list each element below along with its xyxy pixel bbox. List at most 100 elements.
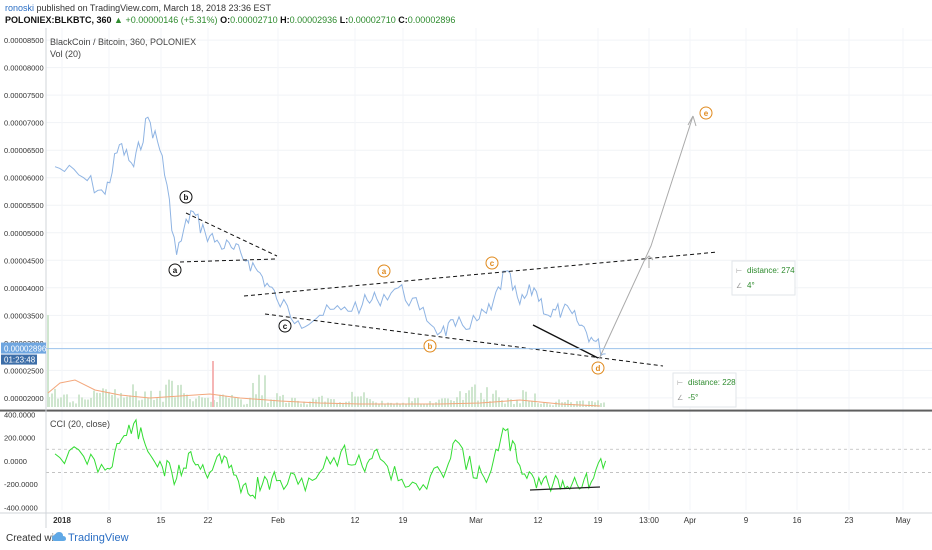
price-tick-label: 0.00008000 xyxy=(4,64,44,73)
wedge-trendline[interactable] xyxy=(532,324,599,359)
volume-bar xyxy=(291,397,293,407)
triangle-upper-trendline[interactable] xyxy=(185,212,278,257)
volume-bar xyxy=(486,387,488,407)
measure-box-lower xyxy=(672,372,737,408)
ruler-icon: ⊢ xyxy=(736,268,742,275)
close-value: 0.00002896 xyxy=(407,15,456,25)
cci-tick-label: 400.0000 xyxy=(4,410,35,419)
chart-header: ronoski published on TradingView.com, Ma… xyxy=(0,0,932,28)
cci-band-lines xyxy=(46,448,932,473)
volume-bar xyxy=(273,399,275,407)
cci-indicator-label: CCI (20, close) xyxy=(50,419,110,429)
volume-bar xyxy=(456,397,458,407)
price-series-line xyxy=(54,116,606,357)
volume-bar xyxy=(252,382,254,407)
countdown-text: 01:23:48 xyxy=(4,356,36,365)
volume-bar xyxy=(105,389,107,407)
wave-label-c-orange-circle xyxy=(485,256,499,270)
cci-trendline[interactable] xyxy=(529,486,601,491)
volume-bar xyxy=(207,397,209,407)
volume-bar xyxy=(201,397,203,407)
volume-bar xyxy=(528,401,530,407)
time-tick-label: 19 xyxy=(594,516,603,525)
volume-bar xyxy=(480,392,482,407)
volume-bar xyxy=(354,396,356,407)
volume-bar xyxy=(165,384,167,407)
volume-bar xyxy=(393,403,395,407)
volume-bar xyxy=(567,399,569,407)
price-tick-label: 0.00005000 xyxy=(4,229,44,238)
volume-bar xyxy=(195,398,197,407)
volume-bar xyxy=(51,393,53,407)
volume-bar xyxy=(156,398,158,407)
price-chart[interactable]: BlackCoin / Bitcoin, 360, POLONIEX Vol (… xyxy=(0,28,932,528)
volume-bar xyxy=(504,403,506,407)
volume-bar xyxy=(396,402,398,407)
current-price-tag xyxy=(1,342,46,354)
volume-bar xyxy=(174,397,176,407)
volume-bar xyxy=(183,393,185,407)
volume-bar xyxy=(141,399,143,407)
price-axis[interactable]: 0.00008500 0.00008000 0.00007500 0.00007000… xyxy=(4,28,47,528)
angle-icon: ∠ xyxy=(677,394,683,402)
channel-lower-trendline[interactable] xyxy=(264,313,664,367)
volume-bar xyxy=(144,391,146,407)
volume-indicator-label: Vol (20) xyxy=(50,49,81,59)
countdown-tag xyxy=(1,354,37,365)
volume-bar xyxy=(153,399,155,407)
volume-bar xyxy=(489,401,491,407)
time-axis[interactable]: 2018 8 15 22 Feb 12 19 Mar 12 19 13:00 Apr 9 16 23 May xyxy=(0,512,932,525)
ohlc-bar: POLONIEX:BLKBTC, 360 ▲ +0.00000146 (+5.3… xyxy=(5,15,455,25)
volume-bar xyxy=(441,398,443,407)
volume-bar xyxy=(531,400,533,407)
current-price-text: 0.00002896 xyxy=(4,345,47,354)
publish-info: ronoski published on TradingView.com, Ma… xyxy=(5,3,271,13)
volume-bar xyxy=(276,393,278,407)
volume-bar xyxy=(285,403,287,407)
change-value: +0.00000146 (+5.31%) xyxy=(125,15,218,25)
wave-label-a-orange-circle xyxy=(377,264,391,278)
volume-bar xyxy=(582,400,584,407)
triangle-lower-trendline[interactable] xyxy=(179,258,276,263)
channel-upper-trendline[interactable] xyxy=(243,251,719,297)
distance-text: distance: 228 xyxy=(688,378,736,387)
time-tick-label: Feb xyxy=(271,516,285,525)
volume-bar xyxy=(258,374,260,407)
angle-text: 4° xyxy=(747,281,755,290)
volume-bar xyxy=(135,391,137,407)
cci-axis[interactable]: 400.0000 200.0000 0.0000 -200.0000 -400.0000 xyxy=(4,410,38,512)
volume-bar xyxy=(534,393,536,407)
volume-bar xyxy=(501,400,503,407)
tradingview-brand-link[interactable]: TradingView xyxy=(68,532,129,544)
volume-bar xyxy=(471,386,473,407)
volume-bar xyxy=(138,400,140,407)
volume-bar xyxy=(306,404,308,407)
volume-bar xyxy=(87,399,89,407)
up-arrow-icon: ▲ xyxy=(114,15,123,25)
volume-bar xyxy=(378,404,380,407)
trendline-drawings[interactable] xyxy=(179,115,719,367)
volume-bar xyxy=(54,388,56,407)
time-tick-label: Apr xyxy=(684,516,697,525)
wave-labels: a b c a b c d e xyxy=(168,106,713,375)
wave-label-a-black: a xyxy=(173,266,178,275)
forecast-path-line[interactable] xyxy=(598,115,694,360)
wave-label-c-black: c xyxy=(283,322,288,331)
author-link[interactable]: ronoski xyxy=(5,3,35,13)
volume-bar xyxy=(249,397,251,407)
volume-bar xyxy=(588,401,590,407)
volume-bar xyxy=(447,398,449,407)
volume-bar xyxy=(78,394,80,407)
volume-bar xyxy=(96,392,98,407)
volume-bar xyxy=(120,392,122,407)
volume-bar xyxy=(555,401,557,407)
volume-bar xyxy=(303,401,305,407)
volume-bar xyxy=(594,402,596,407)
time-tick-label: 9 xyxy=(744,516,749,525)
wave-label-d-orange-circle xyxy=(591,361,605,375)
volume-bar xyxy=(243,404,245,407)
volume-bar xyxy=(60,397,62,407)
volume-bar xyxy=(384,404,386,407)
measure-box-upper xyxy=(731,260,796,296)
volume-bar xyxy=(126,396,128,407)
